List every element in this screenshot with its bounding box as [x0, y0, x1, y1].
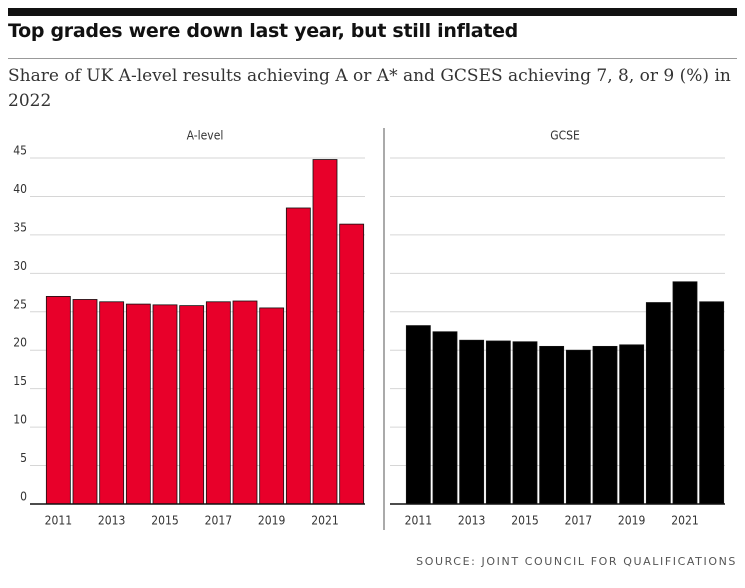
x-tick-label: 2021: [671, 514, 698, 528]
x-tick-label: 2011: [405, 514, 432, 528]
bar: [232, 300, 258, 505]
x-tick-label: 2013: [98, 514, 125, 528]
panel-title: GCSE: [550, 129, 580, 143]
bar: [312, 159, 338, 505]
charts: A-level 0 5 10 15 20 25 30 35 40 45 2011 2013 2015 201…: [13, 128, 725, 530]
subtitle: Share of UK A-level results achieving A …: [8, 66, 731, 111]
title: Top grades were down last year, but stil…: [8, 20, 518, 42]
y-tick-label: 45: [13, 144, 27, 158]
y-tick-label: 5: [20, 451, 27, 465]
top-bar: [8, 8, 737, 16]
bar: [99, 301, 125, 505]
panel-title: A-level: [187, 129, 224, 143]
bar: [565, 349, 591, 505]
bar: [459, 339, 485, 505]
y-tick-label: 40: [13, 182, 27, 196]
bar: [672, 281, 698, 505]
bar: [512, 341, 538, 505]
bar: [619, 344, 645, 505]
x-tick-label: 2017: [565, 514, 592, 528]
y-tick-label: 0: [20, 490, 27, 504]
x-tick-label: 2011: [45, 514, 72, 528]
y-tick-label: 25: [13, 297, 27, 311]
bar: [259, 307, 285, 505]
x-tick-label: 2019: [258, 514, 286, 528]
bar: [72, 299, 98, 505]
bar: [152, 304, 178, 505]
x-tick-label: 2017: [205, 514, 232, 528]
bar: [592, 345, 618, 505]
bar: [205, 301, 231, 505]
x-tick-label: 2015: [151, 514, 178, 528]
y-tick-label: 30: [13, 259, 27, 273]
y-tick-label: 35: [13, 220, 27, 234]
bar: [45, 295, 71, 505]
bar: [125, 303, 151, 505]
x-tick-label: 2013: [458, 514, 485, 528]
x-tick-label: 2015: [511, 514, 538, 528]
bar: [699, 301, 725, 505]
rule: [8, 58, 737, 59]
y-tick-label: 10: [13, 413, 27, 427]
bar: [645, 302, 671, 505]
bar: [485, 340, 511, 505]
y-tick-label: 20: [13, 336, 27, 350]
x-tick-label: 2021: [311, 514, 338, 528]
bar: [539, 345, 565, 505]
bar: [339, 223, 365, 505]
x-tick-label: 2019: [618, 514, 646, 528]
bar: [179, 305, 205, 505]
bar: [432, 331, 458, 505]
bar: [285, 207, 311, 505]
source: SOURCE: JOINT COUNCIL FOR QUALIFICATIONS: [416, 555, 737, 568]
y-tick-label: 15: [13, 374, 27, 388]
bar: [405, 325, 431, 505]
